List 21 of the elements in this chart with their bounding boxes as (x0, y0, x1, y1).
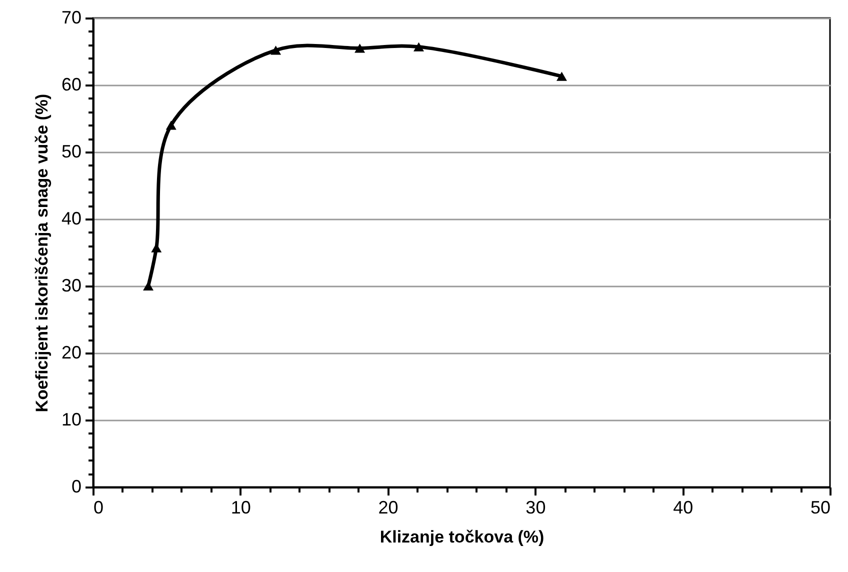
y-tick-label: 40 (61, 208, 82, 228)
x-tick-label: 50 (810, 498, 830, 518)
x-tick-label: 40 (673, 498, 694, 518)
y-tick-label: 50 (61, 142, 82, 162)
y-tick-label: 20 (61, 342, 82, 362)
x-tick-label: 10 (230, 498, 251, 518)
y-tick-label: 30 (61, 276, 82, 296)
point (556, 72, 567, 81)
y-axis-title: Koeficijent iskorišćenja snage vuče (%) (32, 94, 52, 412)
point (270, 46, 282, 55)
y-tick-label: 60 (61, 74, 82, 94)
y-tick-label: 10 (61, 410, 82, 430)
y-tick-label: 70 (61, 8, 82, 28)
x-tick-label: 0 (94, 498, 104, 518)
point (354, 44, 366, 53)
x-tick-label: 20 (378, 498, 398, 518)
y-tick-label: 0 (71, 476, 82, 496)
x-tick-label: 30 (526, 498, 546, 518)
point (414, 42, 424, 52)
point (166, 120, 176, 130)
x-axis-title: Klizanje točkova (%) (380, 528, 544, 546)
